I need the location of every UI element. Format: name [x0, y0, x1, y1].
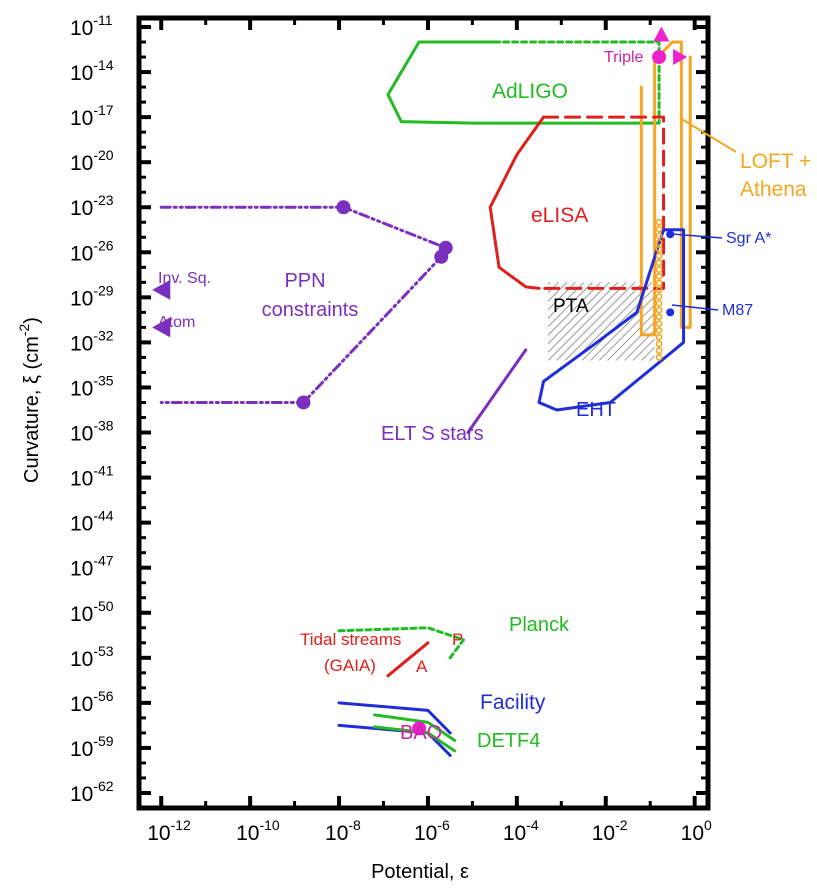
x-axis-label: Potential, ε: [371, 861, 469, 883]
label-bao: BAO: [400, 722, 442, 744]
series-adligo: [386, 40, 661, 125]
label-triple: Triple: [604, 49, 644, 66]
x-tick-label: 10-10: [236, 817, 280, 845]
x-tick-label: 10-2: [592, 817, 628, 845]
label-tidalP: P: [452, 630, 463, 649]
marker-ppn-point-1: [336, 200, 351, 215]
y-tick-label: 10-59: [70, 733, 114, 761]
loft-sample-point: [655, 326, 663, 334]
series-eht: [537, 228, 686, 412]
y-tick-label: 10-47: [70, 553, 114, 581]
loft-sample-point: [655, 232, 663, 240]
y-tick-label: 10-53: [70, 643, 114, 671]
label-tidalA: A: [416, 657, 428, 676]
label-loft2: Athena: [740, 178, 807, 201]
loft-sample-point: [655, 306, 663, 314]
label-tidal2: (GAIA): [324, 656, 376, 675]
marker-ppn-point-3: [434, 249, 449, 264]
series-adligo-upper: [493, 40, 661, 125]
label-facility: Facility: [480, 691, 546, 714]
label-eht: EHT: [576, 399, 616, 421]
loft-sample-point: [655, 313, 663, 321]
pta-region: [547, 282, 655, 361]
x-tick-label: 10-8: [325, 817, 361, 845]
x-tick-label: 10-12: [147, 817, 191, 845]
loft-sample-point: [655, 340, 663, 348]
label-tidal1: Tidal streams: [300, 630, 401, 649]
marker-ppn-point-4: [296, 395, 311, 410]
label-atom: Atom: [158, 314, 195, 331]
loft-sample-point: [655, 245, 663, 253]
y-tick-label: 10-41: [70, 463, 114, 491]
loft-sample-point: [655, 225, 663, 233]
loft-sample-point: [655, 293, 663, 301]
marker-inv-sq: [152, 279, 171, 300]
y-tick-label: 10-23: [70, 192, 114, 220]
marker-triple-up: [653, 26, 670, 42]
y-tick-label: 10-14: [70, 57, 114, 85]
marker-bao: [412, 721, 427, 736]
loft-sample-point: [655, 333, 663, 341]
loft-sample-point: [655, 218, 663, 226]
series-tidal-streams-gaia: [386, 641, 430, 678]
y-tick-label: 10-35: [70, 372, 114, 400]
series-planck: [337, 626, 466, 660]
loft-sample-point: [655, 272, 663, 280]
label-elisa: eLISA: [531, 204, 588, 227]
marker-triple-right: [673, 49, 688, 66]
series-elisa: [488, 115, 546, 290]
label-sgra: Sgr A*: [726, 230, 771, 247]
loft-sample-point: [655, 239, 663, 246]
loft-sample-point: [655, 299, 663, 307]
y-tick-label: 10-62: [70, 778, 114, 806]
loft-sample-point: [655, 354, 663, 361]
loft-sample-point: [655, 279, 663, 287]
series-detf4-1: [373, 713, 457, 742]
series-facility-1: [337, 701, 452, 735]
x-tick-label: 10-4: [503, 817, 539, 845]
series-loft-athena: [639, 40, 692, 337]
y-tick-label: 10-50: [70, 598, 114, 626]
label-m87: M87: [722, 302, 753, 319]
leader-loft: [679, 117, 737, 153]
y-tick-label: 10-20: [70, 147, 114, 175]
leader-m87: [671, 304, 719, 311]
label-detf4: DETF4: [477, 730, 540, 752]
y-tick-label: 10-56: [70, 688, 114, 716]
y-tick-label: 10-26: [70, 237, 114, 265]
loft-sample-point: [655, 347, 663, 355]
loft-sample-point: [655, 286, 663, 294]
y-axis-label: Curvature, ξ (cm-2): [16, 317, 43, 483]
y-tick-label: 10-11: [70, 12, 113, 40]
loft-sample-point: [655, 266, 663, 273]
x-tick-label: 10-6: [414, 817, 450, 845]
y-tick-label: 10-32: [70, 327, 114, 355]
marker-sgr-a: [666, 230, 675, 239]
marker-triple: [652, 50, 667, 65]
label-ppn2: constraints: [262, 299, 359, 321]
label-pta: PTA: [553, 296, 589, 317]
loft-sample-point: [655, 320, 663, 328]
series-elt-s-stars: [466, 348, 528, 435]
series-elisa-bound: [537, 115, 666, 290]
loft-sample-point: [655, 252, 663, 260]
marker-m87: [666, 308, 675, 317]
marker-atom: [152, 317, 171, 338]
loft-sample-point: [655, 259, 663, 267]
label-ppn1: PPN: [284, 270, 325, 292]
x-tick-label: 100: [681, 817, 712, 845]
label-invsq: Inv. Sq.: [158, 270, 211, 287]
y-tick-label: 10-29: [70, 282, 114, 310]
y-tick-label: 10-44: [70, 508, 114, 536]
series-detf4-2: [373, 725, 457, 753]
y-tick-label: 10-38: [70, 418, 114, 446]
label-planck: Planck: [509, 614, 570, 636]
y-tick-label: 10-17: [70, 102, 114, 130]
label-adligo: AdLIGO: [492, 80, 568, 103]
label-loft1: LOFT +: [740, 150, 811, 173]
plot-frame: [136, 15, 711, 811]
label-eltsstars: ELT S stars: [381, 423, 484, 445]
leader-sgra: [671, 233, 723, 239]
